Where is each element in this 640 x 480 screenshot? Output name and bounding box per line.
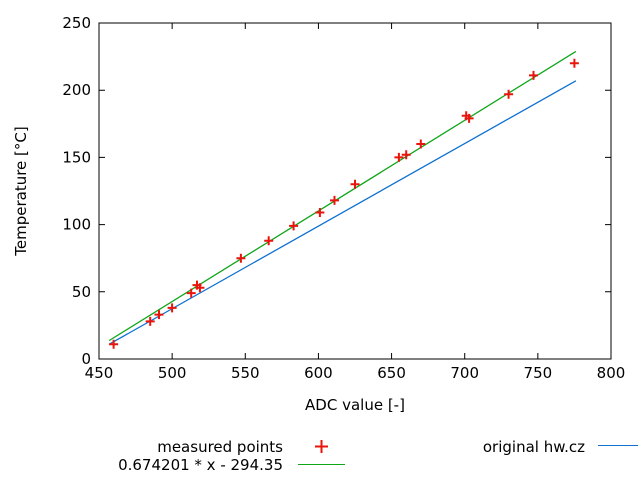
- x-tick-label-750: 750: [524, 364, 553, 382]
- legend-label-measured-points: measured points: [157, 438, 283, 456]
- x-tick-label-600: 600: [304, 364, 333, 382]
- x-tick-label-450: 450: [85, 364, 114, 382]
- legend-label-original-hwcz: original hw.cz: [482, 438, 585, 456]
- y-tick-label-250: 250: [62, 14, 91, 32]
- y-tick-label-50: 50: [72, 283, 91, 301]
- legend-label-fit-equation: 0.674201 * x - 294.35: [118, 456, 283, 474]
- measured-points: [109, 58, 579, 349]
- y-axis-label: Temperature [°C]: [12, 126, 30, 256]
- x-tick-label-650: 650: [377, 364, 406, 382]
- legend-marker-plus-icon: [315, 440, 328, 453]
- original-hwcz-line: [108, 80, 577, 345]
- legend-line-sample-fit: [298, 464, 345, 465]
- y-tick-label-200: 200: [62, 81, 91, 99]
- x-tick-label-550: 550: [231, 364, 260, 382]
- x-tick-label-800: 800: [597, 364, 626, 382]
- y-tick-label-150: 150: [62, 148, 91, 166]
- x-tick-label-700: 700: [450, 364, 479, 382]
- y-tick-label-0: 0: [81, 350, 91, 368]
- x-axis-label: ADC value [-]: [305, 396, 405, 414]
- axis-ticks: [98, 22, 612, 360]
- y-tick-label-100: 100: [62, 216, 91, 234]
- x-tick-label-500: 500: [158, 364, 187, 382]
- legend-line-sample-original: [598, 445, 638, 446]
- plot-frame: [98, 22, 612, 360]
